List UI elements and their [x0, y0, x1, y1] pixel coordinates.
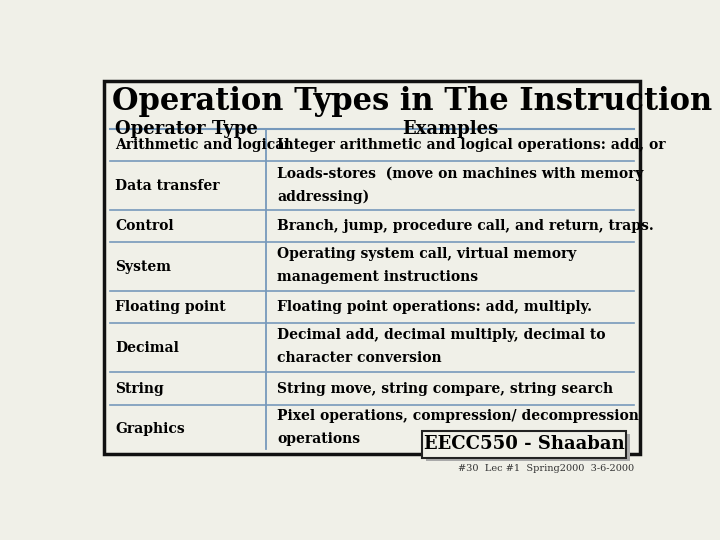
Text: System: System	[115, 260, 171, 274]
Text: Control: Control	[115, 219, 174, 233]
Text: Floating point operations: add, multiply.: Floating point operations: add, multiply…	[277, 300, 592, 314]
Text: Pixel operations, compression/ decompression
operations: Pixel operations, compression/ decompres…	[277, 409, 639, 446]
Text: EECC550 - Shaaban: EECC550 - Shaaban	[423, 435, 624, 453]
Text: Decimal add, decimal multiply, decimal to
character conversion: Decimal add, decimal multiply, decimal t…	[277, 328, 606, 365]
Text: Examples: Examples	[402, 120, 498, 138]
Text: Arithmetic and logical: Arithmetic and logical	[115, 138, 289, 152]
FancyBboxPatch shape	[422, 431, 626, 458]
Text: Data transfer: Data transfer	[115, 179, 220, 193]
Text: Integer arithmetic and logical operations: add, or: Integer arithmetic and logical operation…	[277, 138, 665, 152]
Text: Operation Types in The Instruction Set: Operation Types in The Instruction Set	[112, 86, 720, 117]
Text: Operator Type: Operator Type	[115, 120, 258, 138]
Text: String move, string compare, string search: String move, string compare, string sear…	[277, 381, 613, 395]
Text: Operating system call, virtual memory
management instructions: Operating system call, virtual memory ma…	[277, 247, 576, 284]
Text: #30  Lec #1  Spring2000  3-6-2000: #30 Lec #1 Spring2000 3-6-2000	[458, 464, 634, 473]
Text: Decimal: Decimal	[115, 341, 179, 355]
FancyBboxPatch shape	[426, 434, 630, 461]
Text: Graphics: Graphics	[115, 422, 185, 436]
FancyBboxPatch shape	[104, 82, 639, 454]
Text: Floating point: Floating point	[115, 300, 226, 314]
Text: String: String	[115, 381, 164, 395]
Text: Branch, jump, procedure call, and return, traps.: Branch, jump, procedure call, and return…	[277, 219, 654, 233]
Text: Loads-stores  (move on machines with memory
addressing): Loads-stores (move on machines with memo…	[277, 166, 644, 204]
